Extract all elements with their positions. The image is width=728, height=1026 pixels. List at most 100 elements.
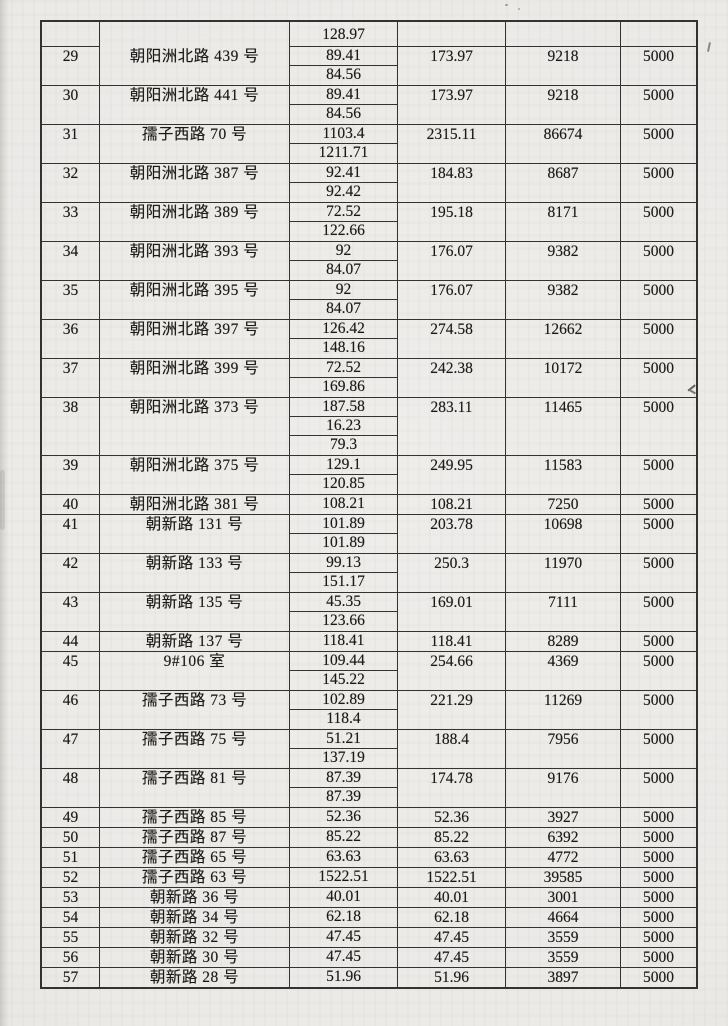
rate-cell: 5000 <box>621 359 696 398</box>
area-part-value: 45.35 <box>290 593 397 612</box>
amount-cell: 86674 <box>506 125 621 164</box>
address-cell: 朝新路 36 号 <box>100 888 290 908</box>
row-number-cell: 47 <box>42 730 100 769</box>
row-number-cell: 50 <box>42 828 100 848</box>
address-cell: 朝阳洲北路 381 号 <box>100 495 290 515</box>
rate-cell: 5000 <box>621 47 696 86</box>
total-area-cell: 169.01 <box>398 593 506 632</box>
row-number-cell: 48 <box>42 769 100 808</box>
total-area-cell: 62.18 <box>398 908 506 928</box>
area-part-value: 126.42 <box>290 320 397 339</box>
row-number-cell: 43 <box>42 593 100 632</box>
amount-cell: 3897 <box>506 968 621 987</box>
row-number-cell: 52 <box>42 868 100 888</box>
address-cell <box>100 22 290 47</box>
total-area-cell: 85.22 <box>398 828 506 848</box>
total-area-cell: 2315.11 <box>398 125 506 164</box>
address-cell: 孺子西路 70 号 <box>100 125 290 164</box>
table-row: 39 朝阳洲北路 375 号 129.1 120.85 249.95 11583 5000 <box>42 456 696 495</box>
table-row: 43 朝新路 135 号 45.35 123.66 169.01 7111 5000 <box>42 593 696 632</box>
rate-cell: 5000 <box>621 398 696 456</box>
table-row: 33 朝阳洲北路 389 号 72.52 122.66 195.18 8171 5000 <box>42 203 696 242</box>
total-area-cell: 203.78 <box>398 515 506 554</box>
row-number-cell <box>42 22 100 47</box>
amount-cell: 4664 <box>506 908 621 928</box>
rate-cell: 5000 <box>621 928 696 948</box>
area-parts-cell: 47.45 <box>290 948 398 968</box>
rate-cell: 5000 <box>621 888 696 908</box>
area-parts-cell: 126.42 148.16 <box>290 320 398 359</box>
rate-cell: 5000 <box>621 456 696 495</box>
rate-cell: 5000 <box>621 828 696 848</box>
area-parts-cell: 129.1 120.85 <box>290 456 398 495</box>
area-part-value: 148.16 <box>322 339 365 356</box>
area-part-value: 79.3 <box>329 436 358 453</box>
area-part-value: 85.22 <box>326 828 361 845</box>
total-area-cell: 108.21 <box>398 495 506 515</box>
total-area-cell: 173.97 <box>398 47 506 86</box>
amount-cell: 3927 <box>506 808 621 828</box>
amount-cell <box>506 22 621 47</box>
rate-cell: 5000 <box>621 320 696 359</box>
area-part-value: 101.89 <box>290 515 397 534</box>
table-row: 29 朝阳洲北路 439 号 89.41 84.56 173.97 9218 5000 <box>42 47 696 86</box>
total-area-cell: 174.78 <box>398 769 506 808</box>
rate-cell: 5000 <box>621 164 696 203</box>
area-parts-cell: 85.22 <box>290 828 398 848</box>
area-parts-cell: 1103.4 1211.71 <box>290 125 398 164</box>
area-part-value: 84.07 <box>326 300 361 317</box>
amount-cell: 7250 <box>506 495 621 515</box>
table-row: 38 朝阳洲北路 373 号 187.58 16.23 79.3 283.11 11465 5… <box>42 398 696 456</box>
area-parts-cell: 63.63 <box>290 848 398 868</box>
address-cell: 朝阳洲北路 393 号 <box>100 242 290 281</box>
area-part-value: 169.86 <box>322 378 365 395</box>
area-parts-cell: 89.41 84.56 <box>290 47 398 86</box>
rate-cell: 5000 <box>621 908 696 928</box>
total-area-cell <box>398 22 506 47</box>
amount-cell: 10172 <box>506 359 621 398</box>
row-number-cell: 55 <box>42 928 100 948</box>
amount-cell: 11465 <box>506 398 621 456</box>
area-parts-cell: 101.89 101.89 <box>290 515 398 554</box>
area-parts-cell: 109.44 145.22 <box>290 652 398 691</box>
row-number-cell: 38 <box>42 398 100 456</box>
rate-cell: 5000 <box>621 125 696 164</box>
table-row: 42 朝新路 133 号 99.13 151.17 250.3 11970 5000 <box>42 554 696 593</box>
area-part-value: 137.19 <box>322 749 365 766</box>
address-cell: 朝阳洲北路 399 号 <box>100 359 290 398</box>
rate-cell: 5000 <box>621 948 696 968</box>
area-part-value: 123.66 <box>322 612 365 629</box>
row-number-cell: 42 <box>42 554 100 593</box>
area-parts-cell: 1522.51 <box>290 868 398 888</box>
total-area-cell: 118.41 <box>398 632 506 652</box>
table-row: 31 孺子西路 70 号 1103.4 1211.71 2315.11 86674 5000 <box>42 125 696 164</box>
total-area-cell: 47.45 <box>398 948 506 968</box>
table-row: 54 朝新路 34 号 62.18 62.18 4664 5000 <box>42 908 696 928</box>
area-parts-cell: 118.41 <box>290 632 398 652</box>
rate-cell: 5000 <box>621 848 696 868</box>
area-part-value: 122.66 <box>322 222 365 239</box>
amount-cell: 8687 <box>506 164 621 203</box>
area-parts-cell: 72.52 122.66 <box>290 203 398 242</box>
amount-cell: 12662 <box>506 320 621 359</box>
table-row: 48 孺子西路 81 号 87.39 87.39 174.78 9176 5000 <box>42 769 696 808</box>
area-parts-cell: 187.58 16.23 79.3 <box>290 398 398 456</box>
area-part-value: 84.56 <box>326 66 361 83</box>
total-area-cell: 274.58 <box>398 320 506 359</box>
area-parts-cell: 45.35 123.66 <box>290 593 398 632</box>
address-cell: 朝阳洲北路 375 号 <box>100 456 290 495</box>
rate-cell <box>621 22 696 47</box>
row-number-cell: 51 <box>42 848 100 868</box>
area-part-value: 120.85 <box>322 475 365 492</box>
table-row: 56 朝新路 30 号 47.45 47.45 3559 5000 <box>42 948 696 968</box>
amount-cell: 10698 <box>506 515 621 554</box>
row-number-cell: 53 <box>42 888 100 908</box>
address-cell: 孺子西路 65 号 <box>100 848 290 868</box>
table-row: 53 朝新路 36 号 40.01 40.01 3001 5000 <box>42 888 696 908</box>
area-parts-cell: 108.21 <box>290 495 398 515</box>
area-part-value: 1103.4 <box>290 125 397 144</box>
area-parts-cell: 102.89 118.4 <box>290 691 398 730</box>
address-cell: 朝新路 133 号 <box>100 554 290 593</box>
table-row: 40 朝阳洲北路 381 号 108.21 108.21 7250 5000 <box>42 495 696 515</box>
row-number-cell: 46 <box>42 691 100 730</box>
